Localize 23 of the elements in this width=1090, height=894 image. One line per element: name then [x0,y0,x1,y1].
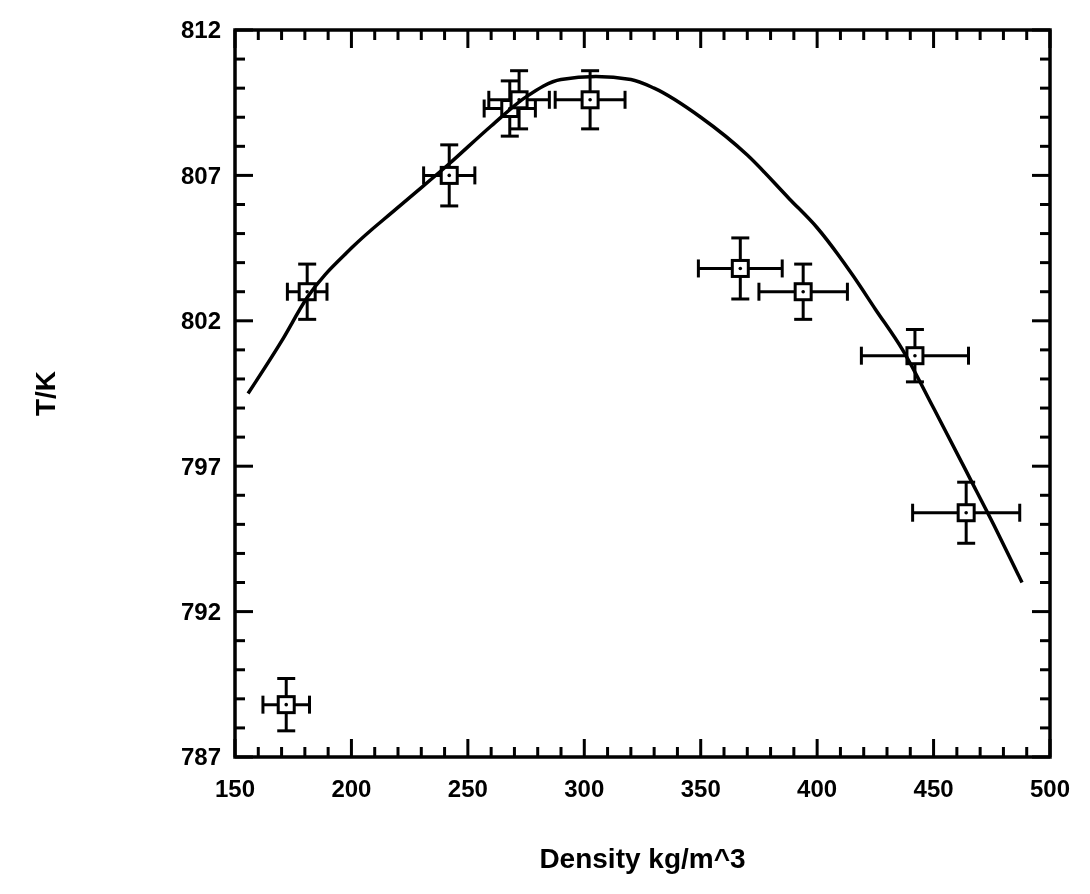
point [793,282,813,302]
y-tick-label: 807 [180,161,221,189]
x-tick-label: 150 [214,775,256,802]
x-tick-label: 400 [797,775,838,802]
x-tick-label: 450 [913,775,954,802]
y-tick-label: 792 [180,598,221,625]
y-tick-label: 787 [180,743,221,771]
point [730,258,750,278]
point [580,90,600,110]
point [439,165,459,185]
point [956,503,976,523]
x-tick-label: 200 [331,775,372,802]
x-axis-title: Density kg/m^3 [539,843,746,874]
y-axis-title: T/K [30,370,61,417]
y-tick-label: 797 [180,452,221,480]
y-tick-label: 812 [180,16,221,44]
x-tick-label: 300 [564,775,605,802]
y-tick-label: 802 [180,307,221,335]
x-tick-label: 500 [1029,775,1071,802]
line-series [246,74,1024,585]
point [276,695,296,715]
x-tick-label: 350 [680,775,721,802]
x-tick-label: 250 [447,775,488,802]
